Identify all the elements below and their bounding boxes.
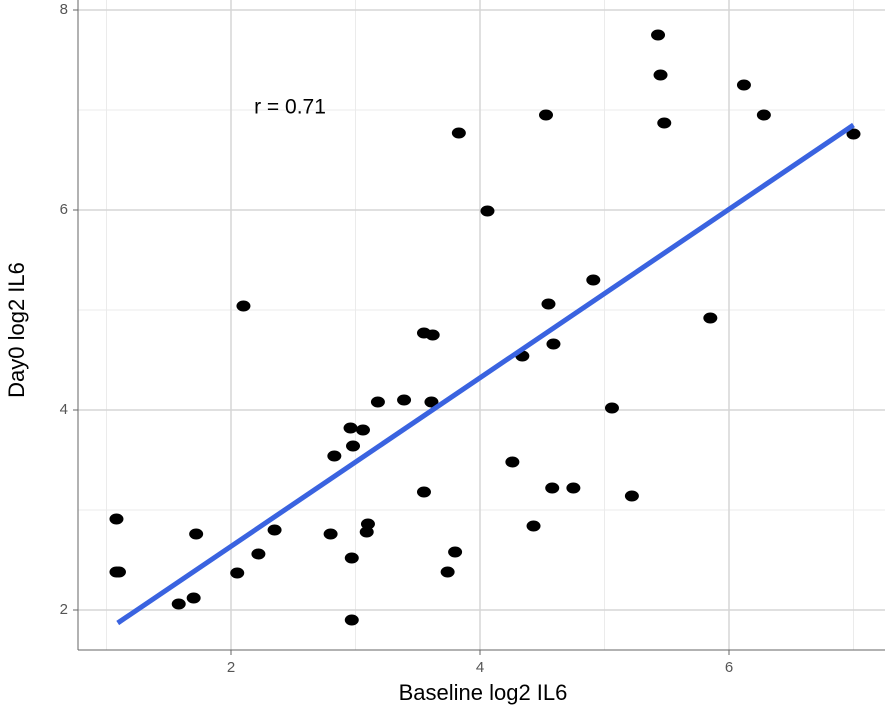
- point: [566, 482, 581, 494]
- x-tick-label: 4: [476, 659, 484, 676]
- point: [451, 127, 466, 139]
- point: [756, 109, 771, 121]
- point: [109, 513, 124, 525]
- point: [545, 482, 560, 494]
- point: [424, 396, 439, 408]
- y-axis-title: Day0 log2 IL6: [4, 262, 29, 398]
- point: [505, 456, 520, 468]
- point: [653, 69, 668, 81]
- point: [657, 117, 672, 129]
- point: [538, 109, 553, 121]
- fit-line: [116, 122, 855, 626]
- annotation: r = 0.71: [254, 96, 326, 119]
- point: [230, 567, 245, 579]
- point: [546, 338, 561, 350]
- x-tick-label: 6: [725, 659, 733, 676]
- point: [416, 486, 431, 498]
- x-axis-title: Baseline log2 IL6: [399, 680, 568, 705]
- point: [604, 402, 619, 414]
- point: [327, 450, 342, 462]
- point: [344, 552, 359, 564]
- point: [251, 548, 266, 560]
- point: [323, 528, 338, 540]
- point: [355, 424, 370, 436]
- point: [440, 566, 455, 578]
- y-tick-label: 4: [60, 401, 68, 418]
- point: [189, 528, 204, 540]
- point: [651, 29, 666, 41]
- point: [448, 546, 463, 558]
- point: [370, 396, 385, 408]
- y-tick-label: 6: [60, 201, 68, 218]
- point: [344, 614, 359, 626]
- point: [736, 79, 751, 91]
- point: [541, 298, 556, 310]
- point: [236, 300, 251, 312]
- x-tick-label: 2: [227, 659, 235, 676]
- point: [425, 329, 440, 341]
- point: [359, 526, 374, 538]
- point: [624, 490, 639, 502]
- point: [480, 205, 495, 217]
- point: [846, 128, 861, 140]
- point: [111, 566, 126, 578]
- point: [586, 274, 601, 286]
- point: [526, 520, 541, 532]
- point: [360, 518, 375, 530]
- point: [346, 440, 361, 452]
- point: [397, 394, 412, 406]
- point: [343, 422, 358, 434]
- point: [703, 312, 718, 324]
- point: [171, 598, 186, 610]
- y-tick-label: 2: [60, 601, 68, 618]
- y-tick-label: 8: [60, 1, 68, 18]
- point: [186, 592, 201, 604]
- point: [267, 524, 282, 536]
